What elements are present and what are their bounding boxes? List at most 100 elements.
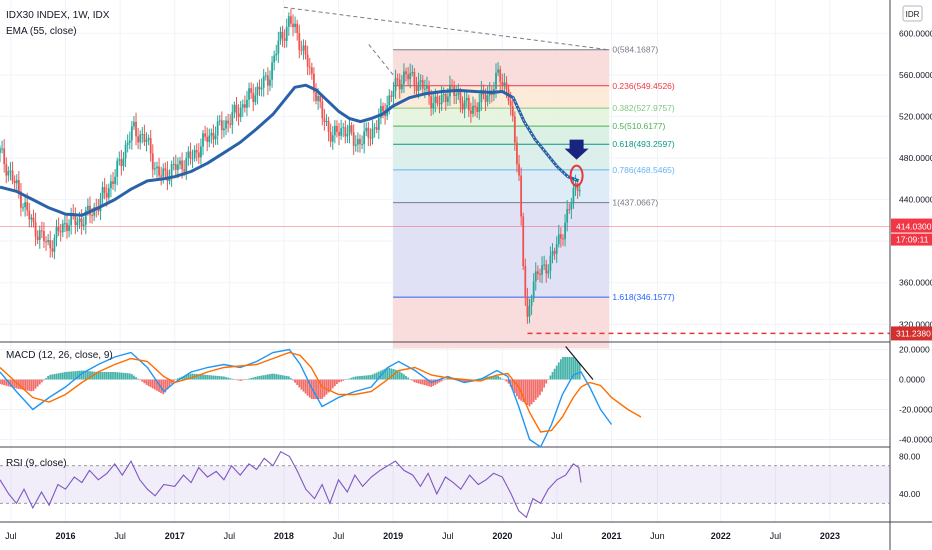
time-axis[interactable]: Jul 2016 Jul 2017 Jul 2018 Jul 2019 Jul 2020 Jul 20… [5, 531, 840, 541]
macd-hist-98 [204, 374, 207, 380]
currency-badge[interactable]: IDR [902, 5, 923, 22]
candle-body-130 [271, 62, 273, 80]
macd-hist-263 [549, 375, 552, 380]
macd-hist-264 [551, 371, 554, 380]
candle-body-257 [536, 271, 539, 275]
candle-body-117 [243, 104, 246, 108]
candle-body-203 [423, 88, 426, 90]
fib-label-0: 0(584.1687) [612, 45, 658, 55]
candle-body-156 [325, 121, 328, 123]
price-axis-tick-0: 600.0000 [899, 28, 932, 38]
macd-hist-163 [340, 379, 343, 382]
candle-body-195 [407, 74, 410, 80]
macd-hist-23 [47, 376, 50, 380]
candle-body-24 [49, 240, 52, 249]
candle-body-200 [417, 81, 420, 91]
candle-body-219 [457, 92, 460, 95]
candle-body-115 [239, 107, 242, 118]
macd-hist-171 [356, 376, 359, 380]
macd-hist-56 [116, 372, 119, 380]
macd-hist-269 [562, 357, 564, 380]
macd-hist-204 [426, 379, 428, 386]
macd-hist-229 [478, 378, 481, 380]
macd-hist-197 [411, 379, 414, 381]
candle-body-42 [87, 205, 89, 211]
macd-hist-32 [66, 371, 68, 380]
macd-hist-19 [38, 379, 41, 385]
macd-hist-127 [264, 374, 267, 380]
ema-indicator-label[interactable]: EMA (55, close) [6, 26, 77, 37]
candle-body-32 [66, 223, 68, 232]
macd-hist-37 [76, 370, 79, 380]
candle-body-0 [0, 148, 1, 153]
fib-zone-0.5 [393, 126, 610, 145]
candle-body-227 [474, 105, 476, 108]
candle-body-79 [164, 168, 167, 171]
candle-body-13 [26, 202, 29, 211]
time-axis-tick-3: 2017 [165, 531, 185, 541]
candle-body-242 [505, 82, 508, 90]
macd-hist-253 [528, 379, 531, 407]
candle-body-136 [283, 38, 286, 41]
macd-hist-274 [572, 357, 575, 380]
macd-hist-157 [327, 379, 330, 393]
price-axis[interactable]: 600.0000 560.0000 520.0000 480.0000 440.0000… [891, 28, 932, 499]
time-axis-tick-9: 2020 [492, 531, 512, 541]
macd-hist-212 [442, 379, 445, 381]
candle-body-150 [313, 73, 315, 93]
candle-body-274 [572, 188, 575, 204]
macd-hist-187 [390, 368, 393, 380]
macd-hist-152 [317, 379, 320, 399]
macd-hist-94 [195, 374, 198, 380]
macd-hist-184 [384, 368, 386, 380]
macd-hist-58 [120, 372, 123, 380]
candle-body-71 [147, 138, 150, 140]
candle-body-233 [486, 95, 489, 102]
symbol-title: IDX30 INDEX, 1W, IDX [6, 10, 110, 21]
candle-body-137 [285, 26, 288, 41]
macd-indicator-label[interactable]: MACD (12, 26, close, 9) [6, 350, 113, 361]
candle-body-171 [356, 138, 359, 145]
candle-body-52 [107, 188, 110, 198]
rsi-indicator-label[interactable]: RSI (9, close) [6, 458, 67, 469]
candle-body-273 [570, 203, 573, 210]
candle-body-148 [308, 66, 311, 68]
macd-hist-270 [564, 357, 566, 380]
fib-label-0.236: 0.236(549.4526) [612, 81, 675, 91]
candle-body-74 [153, 168, 156, 170]
candle-body-191 [398, 79, 401, 90]
macd-hist-196 [409, 379, 412, 380]
candle-body-10 [20, 191, 22, 208]
macd-hist-237 [495, 375, 497, 380]
macd-hist-161 [336, 379, 338, 385]
macd-hist-60 [124, 372, 127, 380]
trend-line [283, 6, 610, 51]
time-axis-tick-13: 2022 [711, 531, 731, 541]
macd-hist-211 [440, 379, 443, 382]
candle-body-86 [179, 160, 181, 165]
candle-body-64 [133, 121, 135, 127]
candle-body-142 [296, 23, 299, 33]
candle-body-247 [516, 142, 518, 165]
fib-label-1.618: 1.618(346.1577) [612, 292, 675, 302]
macd-hist-24 [49, 374, 52, 380]
fib-label-1: 1(437.0667) [612, 198, 658, 208]
macd-hist-84 [174, 379, 177, 380]
macd-hist-91 [189, 373, 192, 380]
candle-body-207 [432, 103, 435, 109]
macd-hist-1 [1, 379, 3, 385]
macd-hist-11 [22, 379, 24, 390]
candle-body-134 [279, 31, 282, 41]
macd-hist-26 [53, 374, 56, 380]
macd-hist-122 [254, 376, 257, 380]
candle-body-66 [137, 136, 140, 143]
candle-body-65 [135, 121, 137, 137]
macd-hist-115 [239, 379, 242, 381]
macd-hist-214 [446, 378, 449, 380]
time-axis-tick-11: 2021 [602, 531, 622, 541]
macd-hist-174 [363, 375, 366, 380]
candle-body-99 [206, 136, 209, 142]
candle-body-25 [51, 248, 54, 252]
macd-hist-41 [84, 370, 87, 380]
